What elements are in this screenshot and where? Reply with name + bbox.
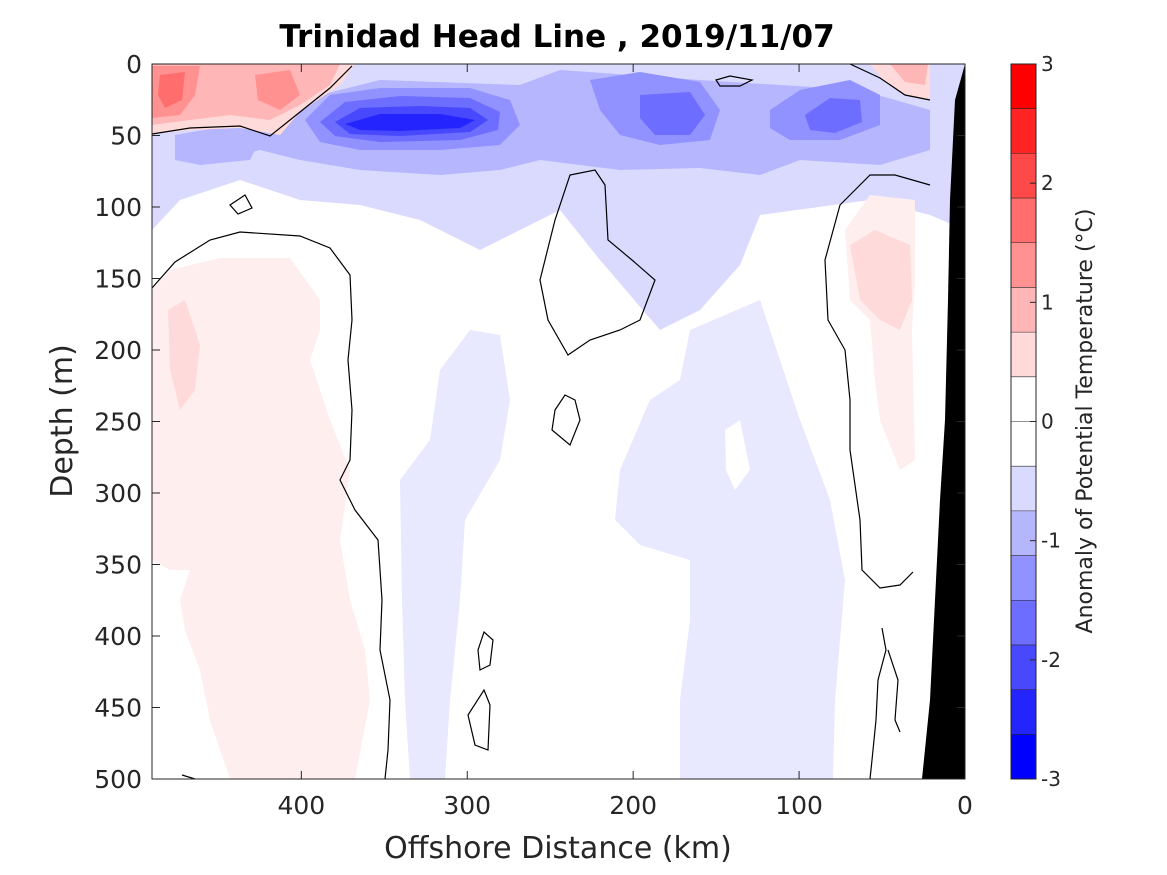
- zero-contour-nearshore-deep2: [887, 649, 901, 733]
- warm-surface-nearshore-core: [890, 64, 928, 85]
- warm-deep-offshore-patch: [168, 300, 200, 410]
- zero-contour-surface-offshore: [152, 65, 353, 137]
- warm-nearshore-core: [850, 230, 912, 330]
- colorbar-tick-label: 3: [1041, 52, 1054, 76]
- y-tick-label: 100: [94, 193, 142, 222]
- zero-contour-left-blob: [229, 194, 253, 215]
- colorbar-tick-label: -3: [1041, 767, 1061, 791]
- colorbar-cell: [1011, 108, 1036, 154]
- zero-contour-mid-blob: [539, 169, 656, 356]
- warm-deep-offshore: [152, 258, 370, 779]
- y-tick-label: 500: [94, 765, 142, 794]
- y-tick-label: 0: [126, 50, 142, 79]
- y-axis-label: Depth (m): [45, 344, 80, 498]
- x-tick-label: 0: [957, 791, 973, 820]
- y-axis-ticks: 0 50 100 150 200 250 300 350 400 450 500: [94, 50, 965, 794]
- x-tick-label: 100: [775, 791, 823, 820]
- colorbar-tick-label: -1: [1041, 529, 1061, 553]
- zero-contour-small-island: [715, 75, 754, 87]
- y-tick-label: 300: [94, 479, 142, 508]
- colorbar-cell: [1011, 153, 1036, 199]
- cold-band-inner-hole: [725, 420, 750, 490]
- cold-patch-left: [175, 130, 260, 165]
- colorbar-cell: [1011, 600, 1036, 646]
- warm-surface-offshore-hot: [158, 72, 185, 108]
- chart-title: Trinidad Head Line , 2019/11/07: [279, 19, 834, 55]
- y-tick-label: 350: [94, 551, 142, 580]
- colorbar-cell: [1011, 332, 1036, 378]
- x-tick-label: 200: [609, 791, 657, 820]
- zero-contour-small-blob: [551, 394, 581, 446]
- zero-contour-bottom-left: [181, 774, 196, 779]
- x-axis-ticks: 400 300 200 100 0: [277, 64, 973, 820]
- zero-contour-deep-blob2: [467, 688, 491, 751]
- contour-fill-layer: [152, 64, 965, 779]
- colorbar-label: Anomaly of Potential Temperature (°C): [1073, 209, 1098, 634]
- warm-surface-offshore-core2: [255, 70, 300, 110]
- y-tick-label: 400: [94, 622, 142, 651]
- zero-contour-nearshore-deep: [869, 627, 887, 779]
- colorbar-cell: [1011, 376, 1036, 422]
- colorbar-cell: [1011, 555, 1036, 601]
- colorbar-cells: [1011, 63, 1036, 780]
- colorbar-cell: [1011, 64, 1036, 110]
- y-tick-label: 50: [110, 122, 142, 151]
- colorbar-cell: [1011, 510, 1036, 557]
- plot-area: 400 300 200 100 0 0 50 100 150 200 250 300 350 400 45…: [94, 50, 973, 820]
- y-tick-label: 450: [94, 694, 142, 723]
- zero-contour-deep-blob1: [477, 630, 494, 671]
- colorbar-cell: [1011, 644, 1036, 691]
- colorbar-cell: [1011, 421, 1036, 467]
- colorbar-cell: [1011, 242, 1036, 288]
- x-axis-label: Offshore Distance (km): [384, 831, 732, 866]
- cold-band-inner: [615, 300, 845, 779]
- cold-band-offshore: [400, 330, 510, 779]
- colorbar-cell: [1011, 287, 1036, 333]
- y-tick-label: 150: [94, 265, 142, 294]
- colorbar-tick-label: 1: [1041, 290, 1054, 314]
- zero-contour-nearshore: [824, 174, 931, 589]
- colorbar-ticks: 3 2 1 0 -1 -2 -3: [1030, 52, 1061, 791]
- colorbar-cell: [1011, 198, 1036, 244]
- zero-contour-offshore-deep: [152, 231, 391, 779]
- x-tick-label: 300: [443, 791, 491, 820]
- cold-core-center: [345, 114, 475, 131]
- colorbar-cell: [1011, 734, 1036, 780]
- y-tick-label: 200: [94, 336, 142, 365]
- cold-patch-mid-core: [640, 92, 705, 135]
- colorbar-tick-label: 0: [1041, 410, 1054, 434]
- colorbar-cell: [1011, 466, 1036, 512]
- colorbar-tick-label: -2: [1041, 648, 1061, 672]
- cold-patch-inner-core: [805, 98, 862, 133]
- zero-contour-surface-nearshore: [849, 64, 931, 101]
- colorbar: 3 2 1 0 -1 -2 -3 Anomaly of Potential Temperat…: [1010, 52, 1098, 791]
- y-tick-label: 250: [94, 408, 142, 437]
- colorbar-tick-label: 2: [1041, 171, 1054, 195]
- colorbar-cell: [1011, 689, 1036, 735]
- bottom-topography: [922, 64, 965, 779]
- x-tick-label: 400: [277, 791, 325, 820]
